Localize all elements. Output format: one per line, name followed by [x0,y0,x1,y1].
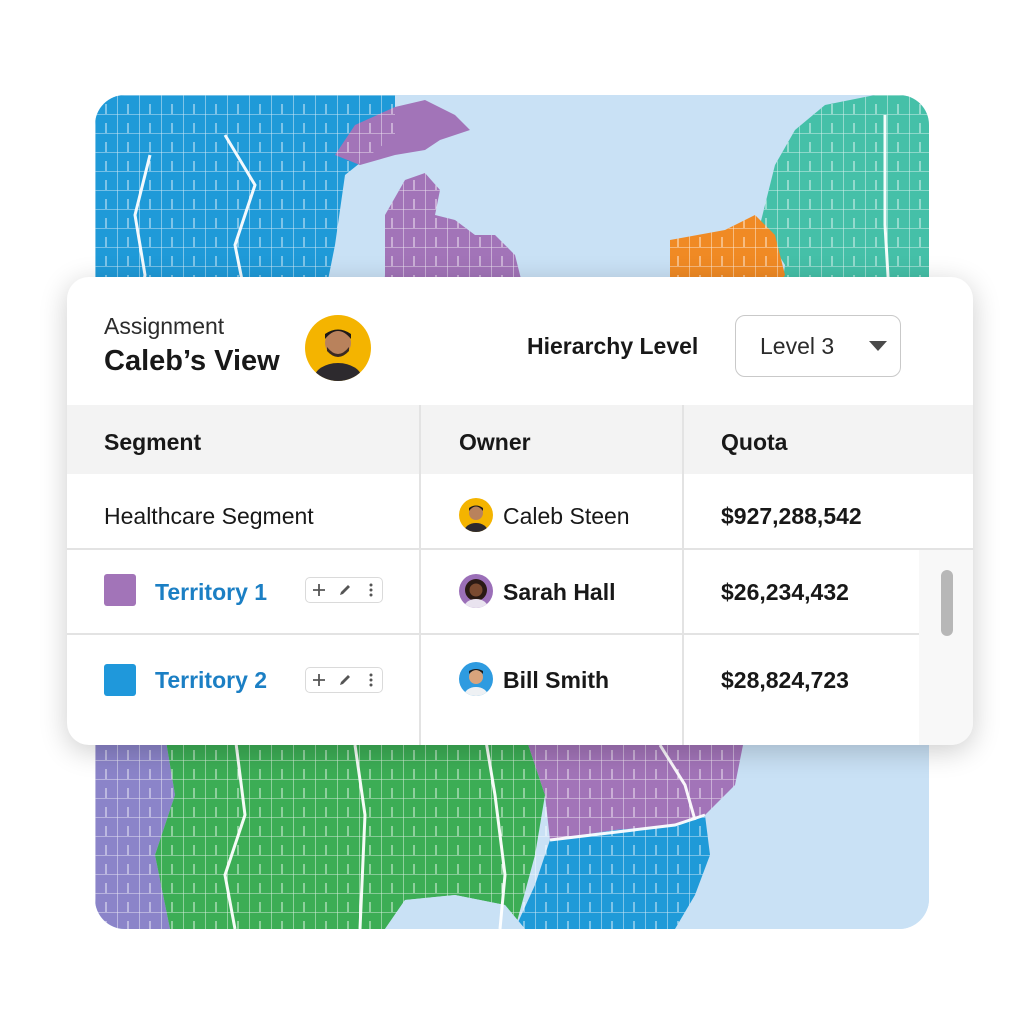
plus-icon [313,674,325,686]
owner-avatar [459,498,493,532]
level-select[interactable]: Level 3 [735,315,901,377]
owner-avatar [459,662,493,696]
quota-value: $28,824,723 [721,667,849,693]
more-button[interactable] [358,668,384,692]
chevron-down-icon [869,341,887,351]
row-actions [305,667,383,693]
pencil-icon [340,585,350,595]
quota-value: $26,234,432 [721,579,849,605]
owner-name: Bill Smith [503,667,610,693]
territory-color-swatch [104,664,136,696]
more-vertical-icon [369,673,373,687]
avatar-portrait-icon [459,662,493,696]
edit-button[interactable] [332,578,358,602]
column-header-owner[interactable]: Owner [459,429,531,455]
territory-link[interactable]: Territory 2 [155,667,268,693]
avatar-portrait-icon [459,574,493,608]
level-select-value: Level 3 [760,333,835,359]
column-divider [682,405,684,745]
add-button[interactable] [306,578,332,602]
column-header-segment[interactable]: Segment [104,429,202,455]
row-divider [67,548,973,550]
quota-value: $927,288,542 [721,503,862,529]
scrollbar-thumb[interactable] [941,570,953,636]
owner-name: Caleb Steen [503,503,630,529]
row-actions [305,577,383,603]
segment-name: Healthcare Segment [104,503,314,529]
view-title: Caleb’s View [104,345,280,377]
column-header-quota[interactable]: Quota [721,429,788,455]
add-button[interactable] [306,668,332,692]
owner-name: Sarah Hall [503,579,616,605]
column-divider [419,405,421,745]
pencil-icon [340,675,350,685]
territory-link[interactable]: Territory 1 [155,579,268,605]
territory-color-swatch [104,574,136,606]
assignment-card: Assignment Caleb’s View Hierarchy Level … [67,277,973,745]
table-header: Segment Owner Quota [67,405,973,474]
avatar-portrait-icon [305,315,371,381]
assignment-subtitle: Assignment [104,313,225,339]
owner-avatar [459,574,493,608]
edit-button[interactable] [332,668,358,692]
avatar-portrait-icon [459,498,493,532]
plus-icon [313,584,325,596]
user-avatar [305,315,371,381]
hierarchy-level-label: Hierarchy Level [527,333,699,359]
more-button[interactable] [358,578,384,602]
row-divider [67,633,919,635]
more-vertical-icon [369,583,373,597]
